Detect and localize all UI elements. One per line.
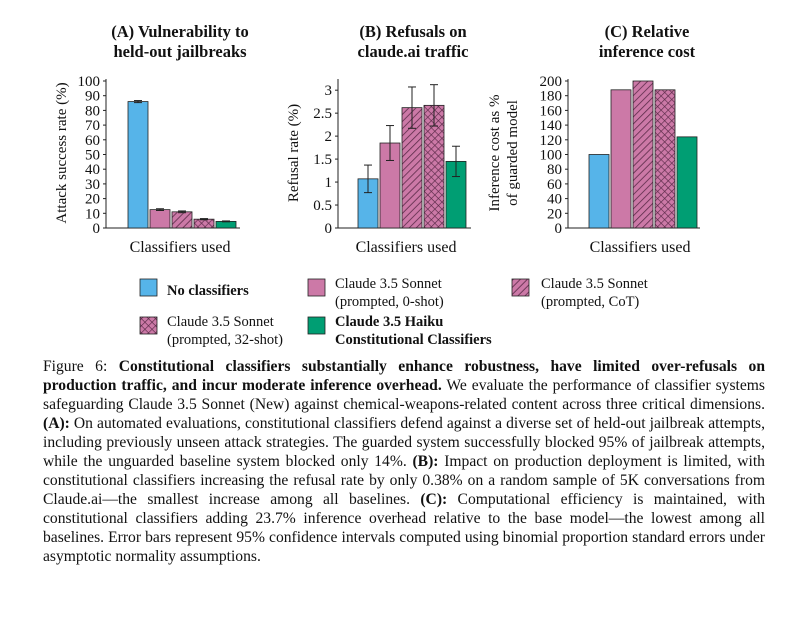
y-tick-label: 50: [85, 148, 100, 164]
y-tick-label: 1.5: [313, 152, 332, 168]
legend: No classifiers Claude 3.5 Sonnet (prompted…: [139, 276, 648, 348]
y-axis-label: Inference cost as %: [487, 94, 503, 211]
legend-label: Claude 3.5 Sonnet: [541, 276, 648, 292]
legend-label: Claude 3.5 Haiku: [335, 314, 443, 330]
figure-caption: Figure 6: Constitutional classifiers sub…: [43, 357, 765, 566]
y-tick-label: 10: [85, 206, 100, 222]
y-tick-label: 1: [325, 175, 333, 191]
caption-label: Figure 6:: [43, 358, 119, 375]
y-tick-label: 20: [85, 192, 100, 208]
y-axis-label: Attack success rate (%): [54, 82, 70, 223]
y-tick-label: 70: [85, 118, 100, 134]
x-axis-label: Classifiers used: [130, 239, 231, 256]
y-tick-label: 0: [555, 221, 563, 237]
y-tick-label: 40: [85, 162, 100, 178]
legend-label: Claude 3.5 Sonnet: [167, 314, 274, 330]
y-tick-label: 60: [85, 133, 100, 149]
y-tick-label: 0: [93, 221, 101, 237]
legend-item: No classifiers: [139, 278, 249, 299]
x-axis-label: Classifiers used: [590, 239, 691, 256]
caption-text-b: Impact on production deployment is limit…: [43, 453, 765, 508]
y-tick-label: 200: [540, 74, 563, 90]
y-tick-label: 30: [85, 177, 100, 193]
bar: [193, 218, 215, 229]
caption-b-label: (B):: [412, 453, 439, 470]
panel-title-line: held-out jailbreaks: [113, 42, 247, 61]
legend-swatch: [307, 278, 326, 297]
y-tick-label: 120: [540, 133, 563, 149]
panel-title-line: claude.ai traffic: [358, 42, 469, 61]
panel-title-line: inference cost: [599, 42, 696, 61]
bar: [149, 209, 171, 229]
caption-bold-title: Constitutional classifiers substantially…: [43, 358, 765, 394]
y-tick-label: 20: [547, 206, 562, 222]
caption-text-a: On automated evaluations, constitutional…: [43, 415, 765, 470]
legend-item: Claude 3.5 Sonnet (prompted, 0-shot): [307, 276, 444, 310]
y-tick-label: 0.5: [313, 198, 332, 214]
legend-label: Constitutional Classifiers: [335, 332, 492, 348]
y-tick-label: 100: [540, 148, 563, 164]
legend-swatch: [307, 316, 326, 335]
bar: [610, 89, 632, 229]
y-tick-label: 90: [85, 89, 100, 105]
y-axis-label: of guarded model: [505, 100, 521, 206]
y-tick-label: 2: [325, 129, 333, 145]
legend-item: Claude 3.5 Sonnet (prompted, CoT): [511, 276, 648, 310]
legend-swatch: [139, 316, 158, 335]
y-tick-label: 100: [78, 74, 101, 90]
y-tick-label: 180: [540, 89, 563, 105]
bar: [171, 211, 193, 229]
y-tick-label: 2.5: [313, 106, 332, 122]
caption-text-intro: We evaluate the performance of classifie…: [43, 377, 765, 413]
legend-item: Claude 3.5 Sonnet (prompted, 32-shot): [139, 314, 283, 348]
y-axis-label: Refusal rate (%): [286, 104, 302, 202]
y-tick-label: 160: [540, 103, 563, 119]
y-tick-label: 60: [547, 177, 562, 193]
legend-swatch: [511, 278, 530, 297]
bar: [215, 220, 237, 229]
legend-label: (prompted, 0-shot): [335, 294, 444, 310]
legend-label: (prompted, CoT): [541, 294, 639, 310]
legend-swatch: [139, 278, 158, 297]
bar: [127, 101, 149, 229]
caption-c-label: (C):: [420, 491, 448, 508]
panel-title-line: (A) Vulnerability to: [111, 22, 249, 41]
y-tick-label: 140: [540, 118, 563, 134]
panel-title-line: (C) Relative: [605, 22, 690, 41]
y-tick-label: 0: [325, 221, 333, 237]
legend-item: Claude 3.5 Haiku Constitutional Classifie…: [307, 314, 492, 348]
caption-a-label: (A):: [43, 415, 70, 432]
bar: [632, 80, 654, 229]
legend-label: No classifiers: [167, 283, 249, 299]
caption-text-c: Computational efficiency is maintained, …: [43, 491, 766, 565]
legend-label: Claude 3.5 Sonnet: [335, 276, 442, 292]
panel-title-line: (B) Refusals on: [359, 22, 466, 41]
y-tick-label: 80: [547, 162, 562, 178]
legend-label: (prompted, 32-shot): [167, 332, 283, 348]
bar: [654, 89, 676, 229]
bar: [676, 136, 698, 229]
y-tick-label: 40: [547, 192, 562, 208]
bar: [588, 154, 610, 229]
y-tick-label: 80: [85, 103, 100, 119]
x-axis-label: Classifiers used: [356, 239, 457, 256]
y-tick-label: 3: [325, 83, 333, 99]
